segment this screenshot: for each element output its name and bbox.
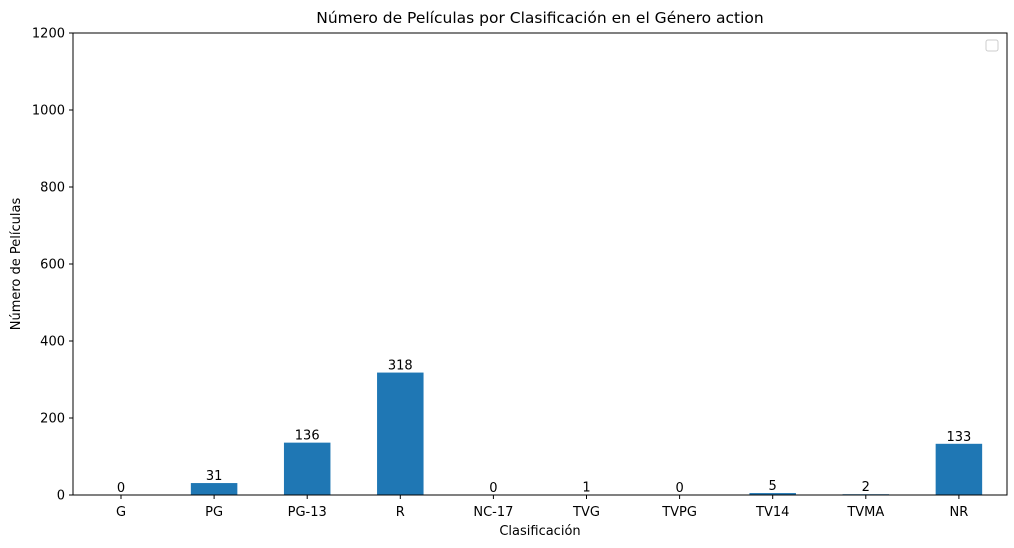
y-tick-label: 400 [40, 335, 65, 350]
x-tick-label: NC-17 [473, 505, 513, 520]
x-axis-title: Clasificación [499, 524, 580, 539]
data-label-g: 0 [117, 481, 125, 496]
x-axis: G PG PG-13 R NC-17 TVG TVPG TV14 TVMA NR [116, 495, 968, 520]
x-tick-label: PG [205, 505, 223, 520]
bars-group [190, 372, 983, 495]
y-axis-title: Número de Películas [9, 198, 24, 331]
data-label-tvpg: 0 [675, 481, 683, 496]
bar-tv14 [749, 493, 796, 495]
bar-pg [190, 483, 238, 495]
y-tick-label: 0 [57, 489, 65, 504]
y-tick-label: 1200 [32, 27, 65, 42]
x-tick-label: R [396, 505, 405, 520]
x-tick-label: TVPG [661, 505, 697, 520]
y-tick-label: 200 [40, 412, 65, 427]
y-tick-label: 1000 [32, 104, 65, 119]
y-tick-label: 600 [40, 258, 65, 273]
data-label-r: 318 [388, 359, 413, 374]
x-tick-label: TVG [572, 505, 600, 520]
bar-r [377, 372, 424, 495]
x-tick-label: G [116, 505, 126, 520]
data-label-tv14: 5 [769, 479, 777, 494]
y-tick-label: 800 [40, 181, 65, 196]
data-label-pg: 31 [206, 469, 223, 484]
x-tick-label: PG-13 [288, 505, 327, 520]
data-label-tvma: 2 [862, 480, 870, 495]
bar-nr [935, 443, 983, 495]
plot-area: 0 31 136 318 0 1 0 5 2 133 [72, 32, 1008, 496]
data-label-tvg: 1 [582, 481, 590, 496]
data-labels-group: 0 31 136 318 0 1 0 5 2 133 [117, 359, 971, 496]
data-label-nc-17: 0 [489, 481, 497, 496]
data-label-nr: 133 [946, 430, 971, 445]
x-tick-label: TV14 [755, 505, 789, 520]
legend-box [985, 39, 999, 52]
chart-title: Número de Películas por Clasificación en… [316, 9, 764, 27]
x-tick-label: TVMA [846, 505, 884, 520]
plot-background [73, 33, 1007, 495]
bar-pg-13 [283, 442, 331, 495]
x-tick-label: NR [950, 505, 969, 520]
y-axis: 0 200 400 600 800 1000 1200 [32, 27, 73, 504]
data-label-pg-13: 136 [295, 429, 320, 444]
